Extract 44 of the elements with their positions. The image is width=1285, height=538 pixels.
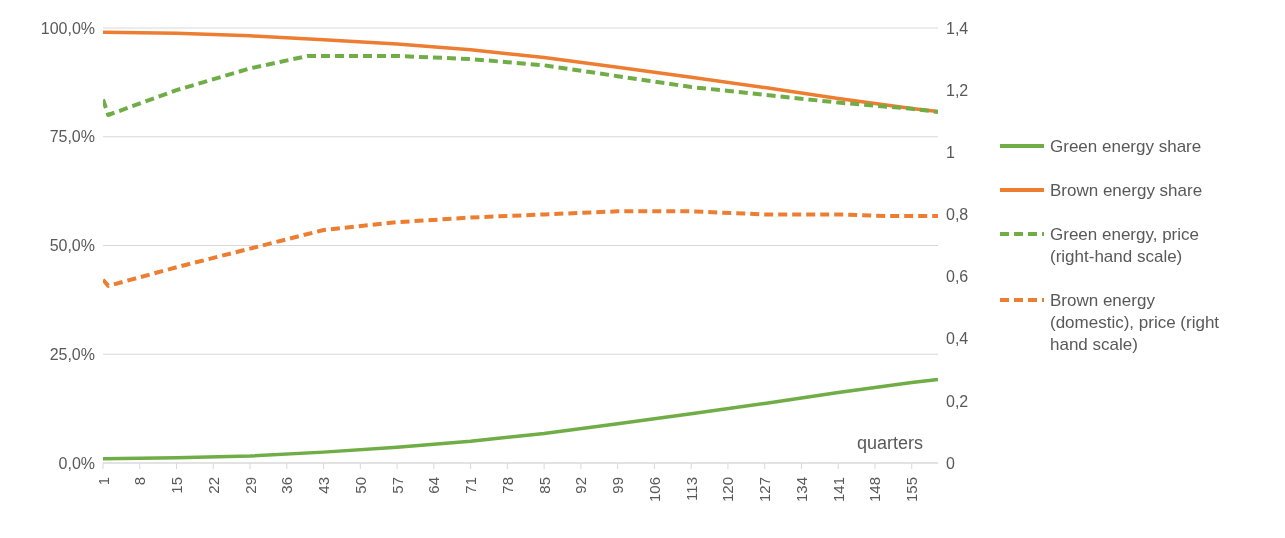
x-tick-label: 141 [829, 477, 847, 503]
y2-tick-label: 1,2 [946, 81, 969, 99]
x-tick-label: 36 [278, 477, 296, 494]
x-tick-label: 106 [645, 477, 663, 503]
y2-tick-label: 0,4 [946, 330, 969, 348]
y2-tick-label: 0,8 [946, 206, 969, 224]
line-series [103, 30, 938, 114]
y-tick-label: 50,0% [49, 237, 95, 255]
x-tick-label: 99 [609, 477, 627, 494]
y2-tick-label: 0,2 [946, 392, 969, 410]
legend-label: Brown energy (domestic), price (right hand scale) [1050, 290, 1221, 356]
y2-tick-label: 1,4 [946, 19, 969, 37]
x-tick-label: 29 [241, 477, 259, 494]
line-series [103, 53, 938, 117]
x-tick-label: 120 [719, 477, 737, 503]
y-tick-label: 25,0% [49, 345, 95, 363]
x-tick-label: 71 [462, 477, 480, 494]
x-tick-label: 127 [756, 477, 774, 503]
legend-label: Green energy, price (right-hand scale) [1050, 224, 1200, 268]
legend-label: Brown energy share [1050, 180, 1203, 202]
x-tick-label: 1 [94, 477, 112, 486]
line-series [103, 209, 938, 288]
x-tick-label: 148 [866, 477, 884, 503]
x-tick-label: 92 [572, 477, 590, 494]
x-tick-label: 15 [168, 477, 186, 494]
x-tick-label: 22 [204, 477, 222, 494]
y-tick-label: 0,0% [58, 454, 95, 472]
x-tick-label: 50 [351, 477, 369, 494]
legend-label: Green energy share [1050, 136, 1202, 158]
x-tick-label: 85 [535, 477, 553, 494]
x-tick-label: 8 [131, 477, 149, 486]
y2-tick-label: 0 [946, 454, 955, 472]
x-tick-label: 64 [425, 477, 443, 494]
x-tick-label: 78 [498, 477, 516, 494]
y-tick-label: 100,0% [40, 19, 95, 37]
y-tick-label: 75,0% [49, 128, 95, 146]
y2-tick-label: 0,6 [946, 268, 969, 286]
y2-tick-label: 1 [946, 143, 955, 161]
x-tick-label: 113 [682, 477, 700, 501]
x-tick-label: 57 [388, 477, 406, 494]
x-tick-label: 134 [792, 477, 810, 503]
x-tick-label: 43 [315, 477, 333, 494]
x-axis-title: quarters [856, 433, 923, 454]
x-tick-label: 155 [903, 477, 921, 503]
